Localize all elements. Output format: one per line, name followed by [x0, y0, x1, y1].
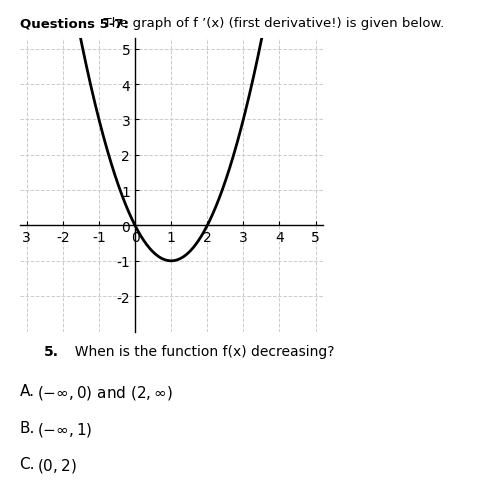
Text: When is the function f(x) decreasing?: When is the function f(x) decreasing? — [66, 344, 334, 358]
Text: 5.: 5. — [44, 344, 59, 358]
Text: $(0,2)$: $(0,2)$ — [37, 456, 76, 474]
Text: $(-\infty,1)$: $(-\infty,1)$ — [37, 420, 92, 438]
Text: C.: C. — [20, 456, 35, 471]
Text: Questions 5-7:: Questions 5-7: — [20, 17, 128, 30]
Text: B.: B. — [20, 420, 35, 435]
Text: A.: A. — [20, 383, 35, 398]
Text: $(-\infty,0)$ and $(2,\infty)$: $(-\infty,0)$ and $(2,\infty)$ — [37, 383, 172, 401]
Text: The graph of f ’(x) (first derivative!) is given below.: The graph of f ’(x) (first derivative!) … — [95, 17, 444, 30]
